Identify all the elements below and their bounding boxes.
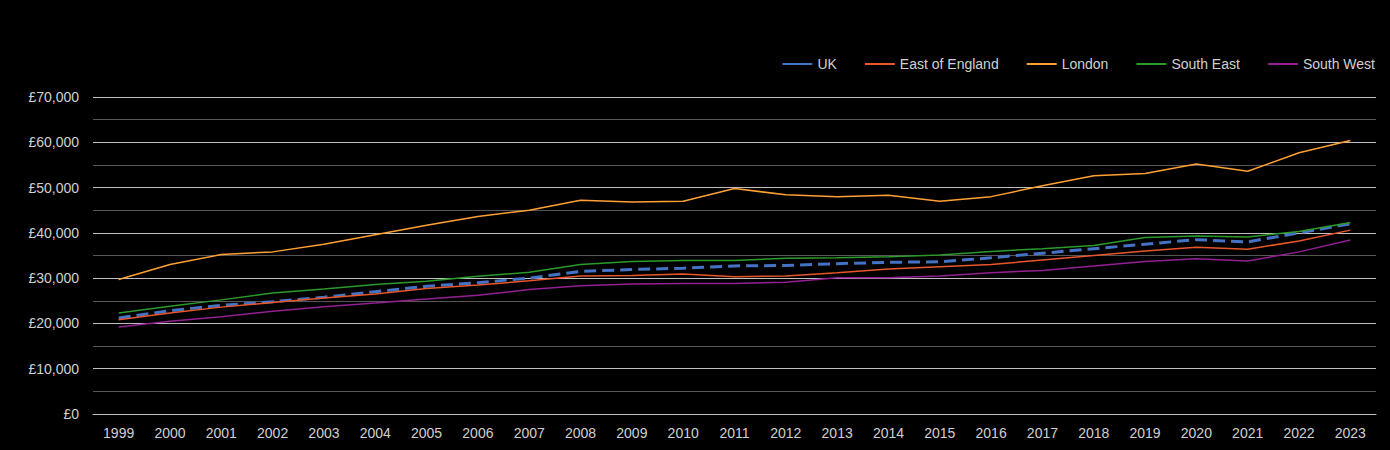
svg-text:2012: 2012 [770, 425, 801, 441]
svg-text:2020: 2020 [1181, 425, 1212, 441]
svg-text:South East: South East [1171, 56, 1240, 72]
svg-text:£0: £0 [63, 406, 79, 422]
svg-text:2005: 2005 [411, 425, 442, 441]
svg-text:2002: 2002 [257, 425, 288, 441]
svg-text:2018: 2018 [1078, 425, 1109, 441]
svg-text:2011: 2011 [719, 425, 749, 441]
svg-text:£20,000: £20,000 [28, 315, 79, 331]
svg-text:2022: 2022 [1283, 425, 1314, 441]
svg-text:2019: 2019 [1129, 425, 1160, 441]
svg-text:2003: 2003 [308, 425, 339, 441]
svg-text:South West: South West [1303, 56, 1375, 72]
svg-text:2021: 2021 [1232, 425, 1263, 441]
svg-text:1999: 1999 [103, 425, 134, 441]
svg-text:£40,000: £40,000 [28, 225, 79, 241]
svg-text:£70,000: £70,000 [28, 89, 79, 105]
svg-text:2000: 2000 [154, 425, 185, 441]
svg-text:2007: 2007 [514, 425, 545, 441]
svg-text:£60,000: £60,000 [28, 134, 79, 150]
svg-text:2015: 2015 [924, 425, 955, 441]
svg-text:2014: 2014 [873, 425, 904, 441]
svg-text:2008: 2008 [565, 425, 596, 441]
svg-text:2004: 2004 [360, 425, 391, 441]
svg-text:2009: 2009 [616, 425, 647, 441]
svg-text:2010: 2010 [668, 425, 699, 441]
svg-text:2013: 2013 [822, 425, 853, 441]
svg-text:2017: 2017 [1027, 425, 1058, 441]
svg-text:East of England: East of England [900, 56, 999, 72]
svg-text:2006: 2006 [462, 425, 493, 441]
svg-text:UK: UK [817, 56, 837, 72]
svg-text:London: London [1062, 56, 1109, 72]
svg-text:£10,000: £10,000 [28, 361, 79, 377]
svg-text:£30,000: £30,000 [28, 270, 79, 286]
svg-text:2001: 2001 [206, 425, 237, 441]
svg-text:2016: 2016 [976, 425, 1007, 441]
svg-text:£50,000: £50,000 [28, 180, 79, 196]
svg-text:2023: 2023 [1335, 425, 1366, 441]
